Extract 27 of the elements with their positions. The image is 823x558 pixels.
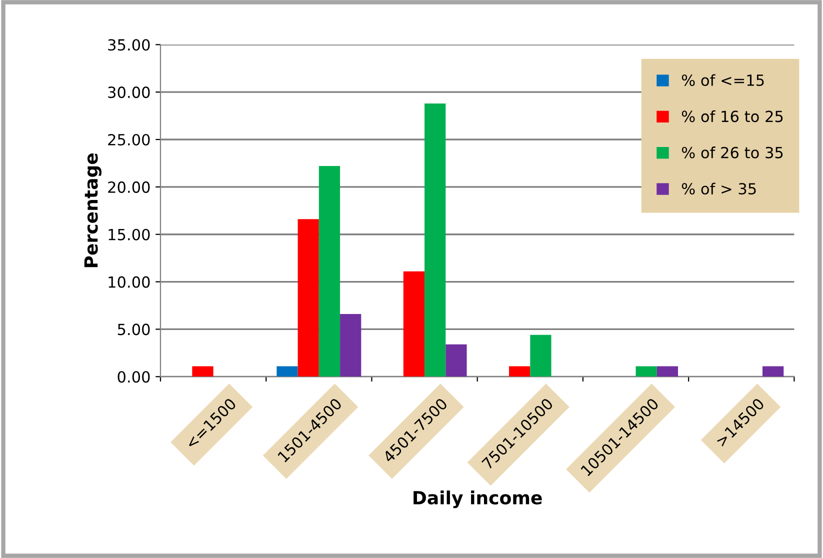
bar	[446, 344, 467, 377]
bar	[509, 366, 530, 377]
bar	[530, 334, 552, 377]
y-axis-title: Percentage	[84, 153, 102, 268]
bar	[298, 219, 319, 377]
y-tick-label: 0.00	[118, 371, 150, 383]
bar	[340, 314, 362, 377]
bar	[656, 366, 678, 377]
bar	[403, 271, 425, 377]
bar	[424, 103, 446, 377]
bar	[276, 366, 298, 377]
y-tick-label: 35.00	[108, 39, 150, 51]
bar	[762, 366, 784, 377]
legend-label: % of <=15	[682, 74, 764, 86]
y-tick-label: 15.00	[108, 228, 150, 240]
y-tick-label: 5.00	[118, 324, 150, 336]
bar	[318, 166, 340, 377]
x-axis-title: Daily income	[414, 490, 542, 508]
legend-label: % of 16 to 25	[682, 110, 783, 122]
bar	[636, 366, 657, 377]
bar	[192, 366, 214, 377]
y-tick-label: 20.00	[108, 181, 150, 193]
legend-label: % of > 35	[682, 182, 756, 195]
y-tick-label: 10.00	[108, 276, 150, 288]
y-tick-label: 25.00	[108, 134, 150, 146]
legend-label: % of 26 to 35	[682, 146, 783, 158]
y-tick-label: 30.00	[108, 86, 150, 98]
